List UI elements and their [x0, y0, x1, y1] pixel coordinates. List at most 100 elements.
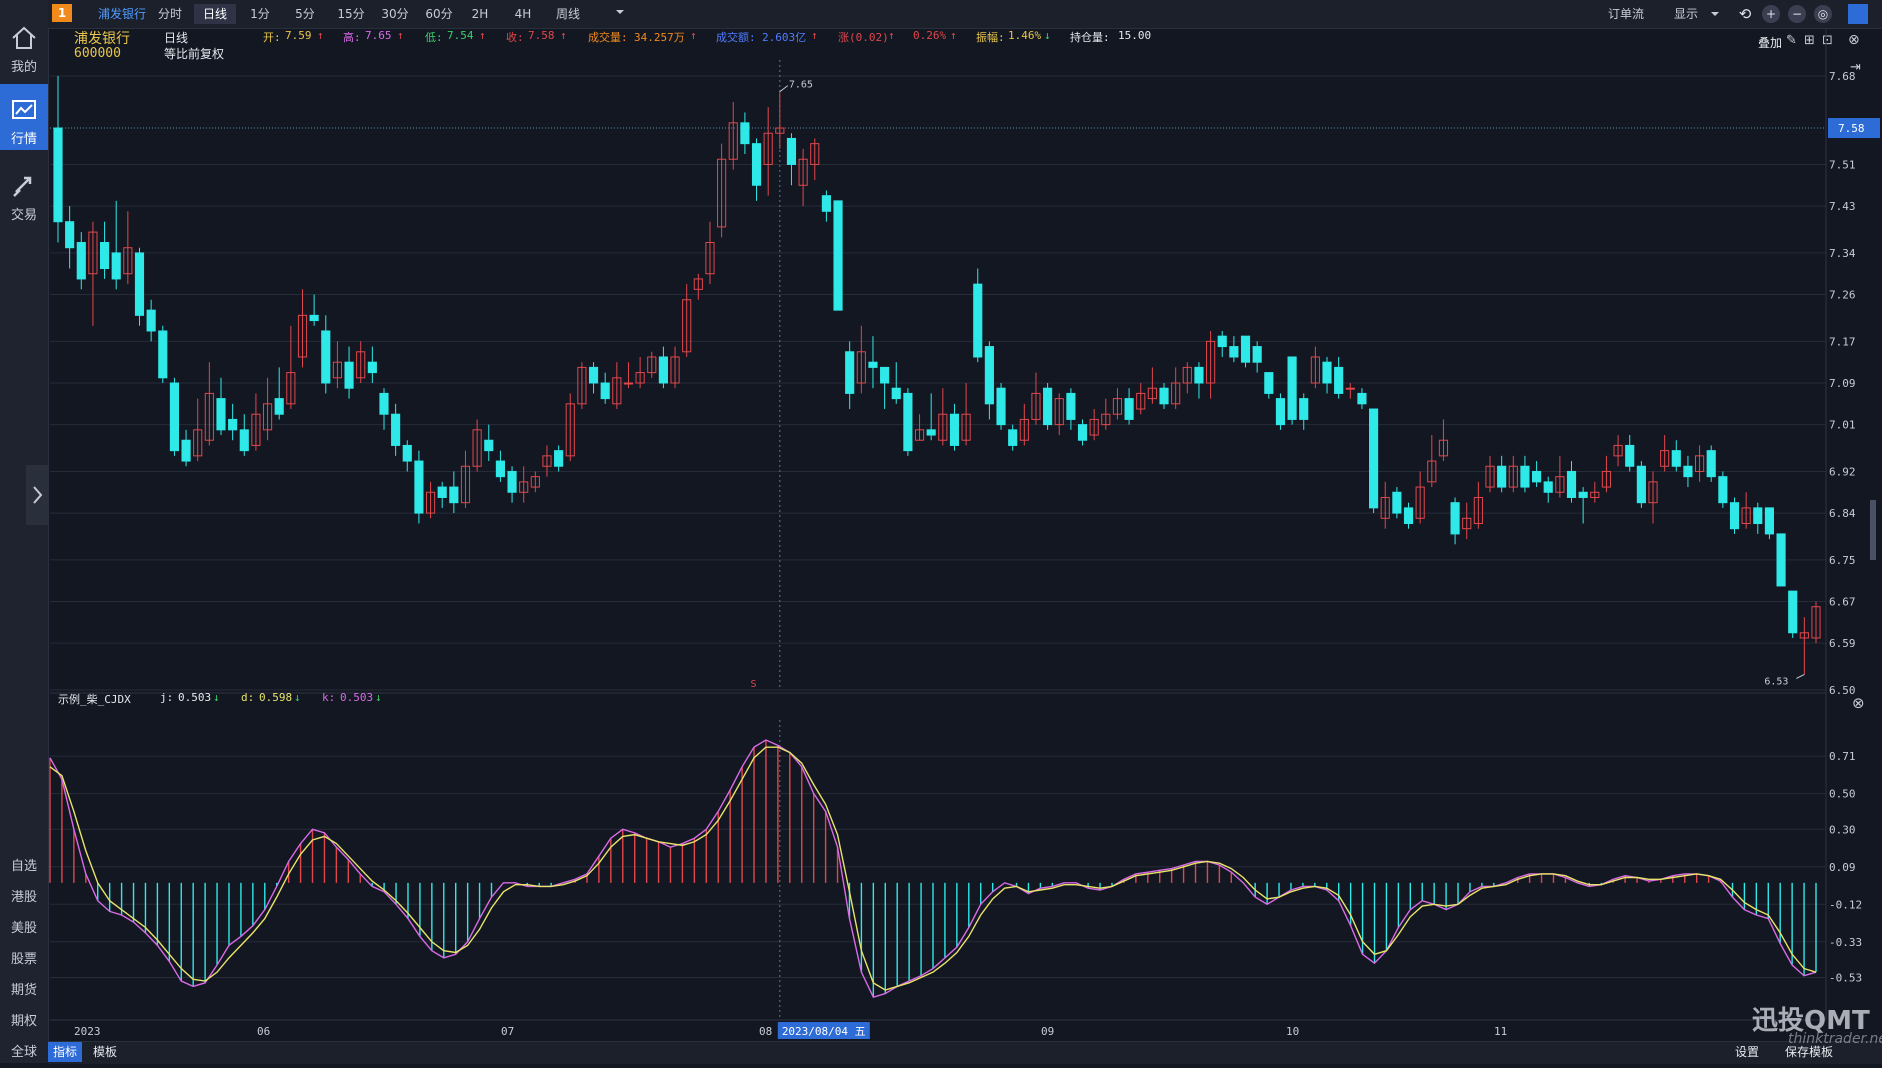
indicator-tab[interactable]: 指标 [48, 1042, 82, 1062]
candle-body [1136, 392, 1146, 410]
candle-body [146, 309, 156, 332]
candle-body [1043, 387, 1053, 426]
order-flow-button[interactable]: 订单流 [1607, 7, 1644, 21]
candle-body [1392, 491, 1402, 514]
price-tick-label: 7.68 [1829, 70, 1856, 83]
nav-trade[interactable]: 交易 [0, 160, 48, 232]
candle-body [1264, 372, 1274, 394]
adjust-mode[interactable]: 等比前复权 [164, 47, 225, 61]
nav-my-label: 我的 [10, 60, 37, 75]
scroll-right-icon[interactable]: ⇥ [1850, 60, 1861, 75]
tab-period-4[interactable]: 15分 [337, 7, 365, 21]
market-hk[interactable]: 港股 [10, 890, 37, 905]
tab-period-0[interactable]: 分时 [157, 7, 182, 21]
candle-body [414, 460, 424, 514]
candle-body [751, 143, 762, 186]
close-label: 收: [506, 31, 524, 44]
watermark-site: thinktrader.net [1788, 1031, 1882, 1047]
candle-body [1019, 418, 1029, 441]
candle-body [519, 481, 529, 493]
tab-period-7[interactable]: 2H [471, 7, 489, 21]
oi-label: 持仓量: [1070, 31, 1110, 44]
candle-body [1695, 455, 1705, 472]
stock-title-tab[interactable]: 浦发银行 [97, 7, 146, 21]
candle-body [1543, 481, 1553, 493]
candle-body [1497, 465, 1507, 488]
candle-body [1403, 507, 1414, 524]
camera-icon[interactable]: ◎ [1814, 5, 1832, 23]
settings-button[interactable]: 设置 [1734, 1045, 1759, 1059]
candle-body [1566, 470, 1577, 498]
tab-period-3[interactable]: 5分 [295, 7, 315, 21]
chevron-right-icon [33, 486, 43, 504]
overlay-button[interactable]: 叠加 [1758, 36, 1783, 50]
indicator-name[interactable]: 示例_柴_CJDX [58, 693, 131, 706]
grid-icon[interactable]: ⊞ [1804, 33, 1815, 48]
d-arrow: ↓ [294, 691, 301, 704]
tab-period-1[interactable]: 日线 [194, 4, 236, 24]
candle-body [158, 330, 168, 379]
market-global[interactable]: 全球 [10, 1045, 37, 1060]
candle-body [530, 476, 540, 488]
candle-body [914, 429, 925, 441]
candle-body [961, 413, 971, 441]
tab-period-2[interactable]: 1分 [250, 7, 270, 21]
candle-body [1427, 460, 1437, 483]
home-icon [12, 26, 36, 49]
candle-body [856, 351, 866, 384]
tab-period-5[interactable]: 30分 [381, 7, 409, 21]
candle-body [1357, 392, 1367, 405]
save-template-button[interactable]: 保存模板 [1784, 1045, 1833, 1059]
display-menu-button[interactable]: 显示 [1673, 7, 1698, 21]
change-pct: 0.26% [913, 29, 947, 42]
price-tick-label: 7.43 [1829, 200, 1856, 213]
tab-period-9[interactable]: 周线 [555, 7, 580, 21]
nav-market[interactable]: 行情 [0, 84, 48, 150]
candle-body [1077, 424, 1088, 441]
candle-body [1636, 465, 1646, 504]
zoom-out-icon[interactable]: − [1788, 5, 1806, 23]
low-marker-label: 6.53 [1764, 676, 1788, 687]
market-futures[interactable]: 期货 [10, 983, 37, 998]
market-us[interactable]: 美股 [10, 921, 37, 936]
candle-body [1031, 392, 1041, 420]
d-label: d: [241, 691, 255, 704]
layout-toggle-icon[interactable] [1848, 4, 1868, 24]
candle-body [1473, 496, 1483, 524]
pencil-icon[interactable]: ✎ [1786, 33, 1797, 48]
candle-body [1240, 335, 1251, 363]
candle-body [1008, 429, 1018, 446]
candle-body [495, 460, 505, 478]
expand-icon[interactable]: ⊡ [1822, 33, 1833, 48]
market-options[interactable]: 期权 [10, 1014, 37, 1029]
market-stocks[interactable]: 股票 [10, 952, 37, 967]
trade-icon [13, 176, 32, 197]
candle-body [938, 413, 948, 441]
more-periods-dropdown[interactable] [614, 6, 626, 21]
tab-period-8[interactable]: 4H [514, 7, 532, 21]
market-watchlist[interactable]: 自选 [10, 859, 37, 874]
zoom-in-icon[interactable]: + [1762, 5, 1780, 23]
nav-my[interactable]: 我的 [0, 12, 48, 84]
chevron-down-icon [1711, 12, 1719, 16]
candle-body [1788, 590, 1798, 634]
close-chart-icon[interactable]: ⊗ [1848, 32, 1860, 48]
template-tab[interactable]: 模板 [92, 1045, 117, 1059]
refresh-icon[interactable]: ⟲ [1738, 5, 1752, 23]
candle-body [169, 382, 179, 452]
candle-body [262, 403, 273, 431]
close-indicator-icon[interactable]: ⊗ [1852, 694, 1865, 712]
candle-body [1613, 444, 1623, 457]
expand-panel-button[interactable] [26, 465, 48, 525]
window-badge[interactable]: 1 [52, 4, 72, 22]
candle-body [1660, 450, 1670, 467]
candle-body [332, 361, 342, 379]
amount-value: 2.603亿 [762, 31, 807, 44]
price-tick-label: 6.84 [1829, 507, 1856, 520]
display-dropdown-arrow[interactable] [1710, 8, 1720, 22]
tab-period-6[interactable]: 60分 [425, 7, 453, 21]
stock-code: 600000 [74, 46, 121, 61]
j-arrow: ↓ [213, 691, 220, 704]
price-tag-box [1828, 118, 1880, 139]
